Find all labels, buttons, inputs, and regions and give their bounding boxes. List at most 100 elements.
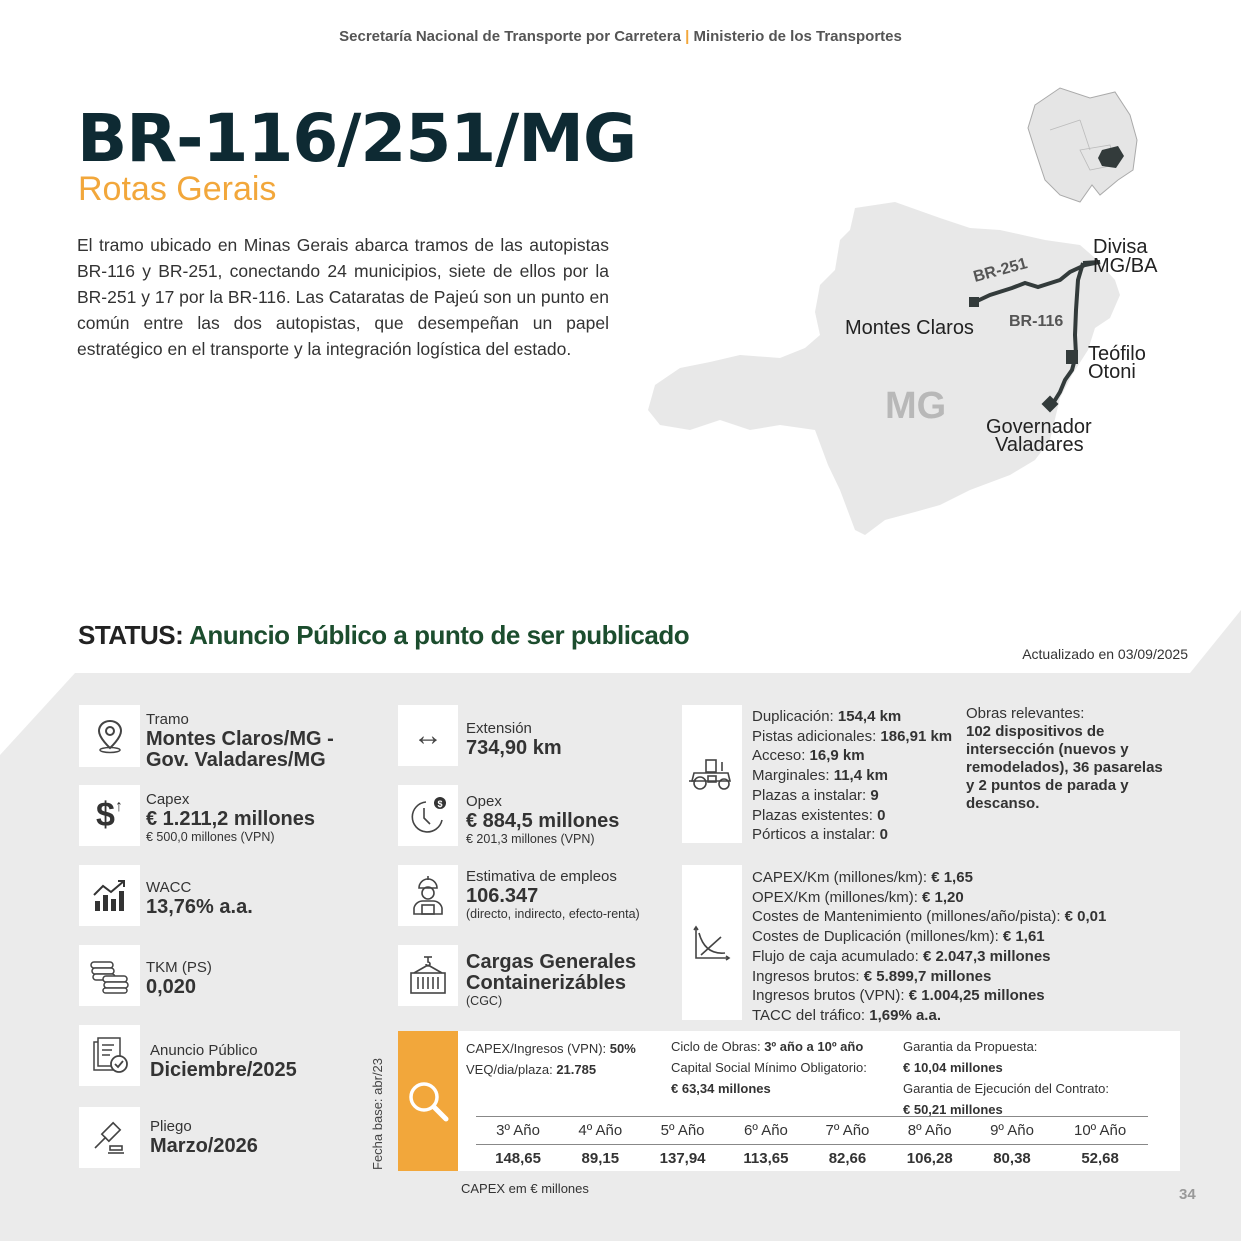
status-value: Anuncio Público a punto de ser publicado <box>189 620 690 650</box>
card-wacc: WACC 13,76% a.a. <box>146 879 253 918</box>
header-secretaria: Secretaría Nacional de Transporte por Ca… <box>339 28 681 45</box>
tkm-value: 0,020 <box>146 976 197 998</box>
city-label-teofilo: Teófilo <box>1088 343 1146 365</box>
cost-item: Ingresos brutos: € 5.899,7 millones <box>752 967 992 985</box>
header-ministerio: Ministerio de los Transportes <box>693 28 902 45</box>
brazil-minimap <box>1027 87 1138 203</box>
financial-panel: CAPEX/Ingresos (VPN): 50% VEQ/dia/plaza:… <box>398 1031 1180 1171</box>
obras-relevantes-text: 102 dispositivos de intersección (nuevos… <box>966 723 1163 812</box>
obras-relevantes: Obras relevantes: 102 dispositivos de in… <box>966 705 1166 813</box>
opex-vpn: € 201,3 millones (VPN) <box>466 832 595 846</box>
table-header-row: 3º Año 4º Año 5º Año 6º Año 7º Año 8º Año 9º A… <box>476 1116 1148 1145</box>
capex-units-note: CAPEX em € millones <box>461 1181 589 1196</box>
cargas-note: (CGC) <box>466 994 503 1008</box>
coins-stack-icon <box>79 945 140 1006</box>
route-map: MG BR-251 BR-116 Montes Claros Divisa MG… <box>648 87 1158 535</box>
road-label-br-116: BR-116 <box>1009 313 1063 330</box>
card-tramo: Tramo Montes Claros/MG - Gov. Valadares/… <box>146 711 334 771</box>
cost-item: Flujo de caja acumulado: € 2.047,3 millo… <box>752 947 1051 965</box>
capex-vpn: € 500,0 millones (VPN) <box>146 830 275 844</box>
pliego-label: Pliego <box>150 1118 192 1135</box>
wacc-value: 13,76% a.a. <box>146 896 253 918</box>
capex-by-year-table: 3º Año 4º Año 5º Año 6º Año 7º Año 8º Año 9º A… <box>476 1116 1148 1173</box>
city-marker-montes-claros <box>969 297 979 307</box>
obras-relevantes-label: Obras relevantes: <box>966 705 1085 722</box>
cost-item: Costes de Duplicación (millones/km): € 1… <box>752 928 1045 946</box>
status-line: STATUS: Anuncio Público a punto de ser p… <box>78 620 690 651</box>
table-row: 148,65 89,15 137,94 113,65 82,66 106,28 80,38 5… <box>495 1150 1119 1168</box>
tramo-value-line1: Montes Claros/MG - <box>146 728 334 750</box>
opex-label: Opex <box>466 793 502 810</box>
card-anuncio: Anuncio Público Diciembre/2025 <box>150 1042 297 1081</box>
obras-item: Marginales: 11,4 km <box>752 767 888 785</box>
city-label-mg-ba: MG/BA <box>1093 255 1158 277</box>
mg-highlight <box>1098 146 1124 168</box>
anuncio-value: Diciembre/2025 <box>150 1059 297 1081</box>
card-pliego: Pliego Marzo/2026 <box>150 1118 258 1157</box>
double-arrow-icon: ↔ <box>398 705 458 766</box>
city-label-valadares: Valadares <box>995 434 1084 456</box>
costs-list: CAPEX/Km (millones/km): € 1,65 OPEX/Km (… <box>752 868 1106 1026</box>
empleos-note: (directo, indirecto, efecto-renta) <box>466 907 640 921</box>
bar-chart-growth-icon <box>79 865 140 926</box>
card-capex: Capex € 1.211,2 millones € 500,0 millone… <box>146 791 315 844</box>
cost-item: TACC del tráfico: 1,69% a.a. <box>752 1006 941 1024</box>
fin-col-1: CAPEX/Ingresos (VPN): 50% VEQ/dia/plaza:… <box>466 1041 636 1077</box>
container-crane-icon <box>398 945 458 1006</box>
city-label-otoni: Otoni <box>1088 361 1136 383</box>
obras-list: Duplicación: 154,4 km Pistas adicionales… <box>752 707 952 845</box>
header-separator: | <box>685 28 690 45</box>
map-state-label: MG <box>885 385 946 427</box>
card-opex: Opex € 884,5 millones € 201,3 millones (… <box>466 793 619 846</box>
fecha-base: Fecha base: abr/23 <box>370 1057 385 1170</box>
tkm-label: TKM (PS) <box>146 959 212 976</box>
page-header: Secretaría Nacional de Transporte por Ca… <box>0 28 1241 45</box>
anuncio-label: Anuncio Público <box>150 1042 258 1059</box>
cargas-value-line1: Cargas Generales <box>466 951 637 973</box>
obras-item: Pistas adicionales: 186,91 km <box>752 727 953 745</box>
fin-col-2: Ciclo de Obras: 3º año a 10º año Capital… <box>671 1039 867 1096</box>
cost-item: OPEX/Km (millones/km): € 1,20 <box>752 888 964 906</box>
city-label-montes-claros: Montes Claros <box>845 317 974 339</box>
obras-item: Pórticos a instalar: 0 <box>752 826 888 844</box>
capex-value: € 1.211,2 millones <box>146 808 315 830</box>
card-empleos: Estimativa de empleos 106.347 (directo, … <box>466 868 640 921</box>
page-subtitle: Rotas Gerais <box>78 170 277 208</box>
city-label-governador: Governador <box>986 416 1092 438</box>
svg-text:$: $ <box>437 799 442 809</box>
fin-col-3: Garantia da Propuesta: € 10,04 millones … <box>903 1039 1109 1117</box>
tramo-value-line2: Gov. Valadares/MG <box>146 749 326 771</box>
gavel-icon <box>79 1107 140 1168</box>
worker-helmet-icon <box>398 865 458 926</box>
cost-item: Costes de Mantenimiento (millones/año/pi… <box>752 908 1107 926</box>
city-label-divisa: Divisa <box>1093 236 1148 258</box>
clock-dollar-icon: $ <box>398 785 458 846</box>
city-marker-teofilo-otoni <box>1066 350 1078 364</box>
wacc-label: WACC <box>146 879 192 896</box>
cost-curve-chart-icon <box>682 865 742 1020</box>
obras-item: Acceso: 16,9 km <box>752 747 865 765</box>
cost-item: Ingresos brutos (VPN): € 1.004,25 millon… <box>752 987 1045 1005</box>
cargas-value-line2: Containerizábles <box>466 972 627 994</box>
mg-state-shape <box>648 202 1120 535</box>
page-title: BR-116/251/MG <box>77 100 637 177</box>
obras-item: Plazas existentes: 0 <box>752 806 886 824</box>
tramo-label: Tramo <box>146 711 189 728</box>
updated-date: Actualizado en 03/09/2025 <box>1022 646 1188 662</box>
opex-value: € 884,5 millones <box>466 810 620 832</box>
capex-label: Capex <box>146 791 190 808</box>
empleos-value: 106.347 <box>466 885 539 907</box>
dollar-up-icon: $ ↑ <box>79 785 140 846</box>
card-cargas: Cargas Generales Containerizábles (CGC) <box>466 951 637 1009</box>
location-pin-icon <box>79 705 140 767</box>
document-check-icon <box>79 1025 140 1086</box>
br-251-route <box>974 260 1101 304</box>
search-magnifier-icon <box>398 1031 458 1171</box>
page-number: 34 <box>1179 1186 1196 1203</box>
road-roller-icon <box>682 705 742 843</box>
extension-value: 734,90 km <box>466 737 562 759</box>
card-tkm: TKM (PS) 0,020 <box>146 959 212 998</box>
pliego-value: Marzo/2026 <box>150 1135 258 1157</box>
obras-item: Plazas a instalar: 9 <box>752 786 879 804</box>
empleos-label: Estimativa de empleos <box>466 868 617 885</box>
